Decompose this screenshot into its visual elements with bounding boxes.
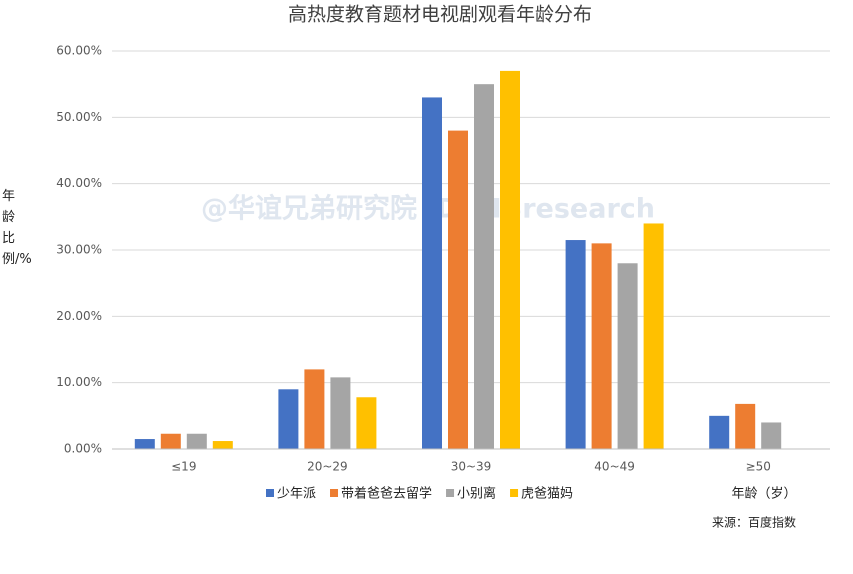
bar (565, 240, 586, 449)
bar (500, 70, 520, 450)
bar (134, 439, 155, 449)
x-tick-label: 30~39 (451, 460, 492, 474)
x-tick-label: 20~29 (307, 460, 348, 474)
legend-swatch (266, 489, 274, 497)
y-tick-label: 60.00% (56, 44, 102, 58)
legend-label: 虎爸猫妈 (521, 487, 573, 502)
bar (591, 243, 612, 449)
bar (278, 389, 299, 449)
y-axis-label: 年龄比例/% (2, 189, 32, 267)
legend-label: 少年派 (277, 487, 316, 502)
x-tick-label: ≥50 (746, 460, 771, 474)
bar (212, 441, 233, 449)
chart-title: 高热度教育题材电视剧观看年龄分布 (288, 4, 592, 26)
bar (160, 433, 181, 449)
legend-swatch (330, 489, 339, 497)
bar (643, 223, 664, 449)
bar (474, 84, 494, 450)
y-tick-label: 30.00% (56, 243, 102, 257)
bar (186, 433, 207, 449)
bar (356, 397, 377, 449)
bar (761, 422, 782, 449)
bar (448, 130, 468, 449)
y-tick-label: 50.00% (56, 110, 102, 124)
source-note: 来源：百度指数 (712, 515, 796, 530)
legend-swatch (446, 489, 455, 497)
bar (709, 415, 730, 449)
y-tick-label: 0.00% (64, 442, 102, 456)
legend-label: 带着爸爸去留学 (341, 486, 432, 502)
x-axis-label: 年龄（岁） (731, 487, 796, 502)
bar (330, 377, 351, 449)
y-tick-label: 40.00% (56, 176, 102, 190)
y-tick-label: 20.00% (56, 309, 102, 323)
bar (422, 97, 442, 449)
x-tick-label: ≤19 (171, 460, 196, 474)
y-tick-label: 10.00% (56, 375, 102, 389)
x-tick-label: 40~49 (594, 460, 635, 474)
legend-swatch (510, 489, 519, 497)
legend-label: 小别离 (457, 486, 496, 502)
bar (735, 403, 756, 449)
bar (304, 369, 325, 449)
bar (617, 263, 638, 449)
